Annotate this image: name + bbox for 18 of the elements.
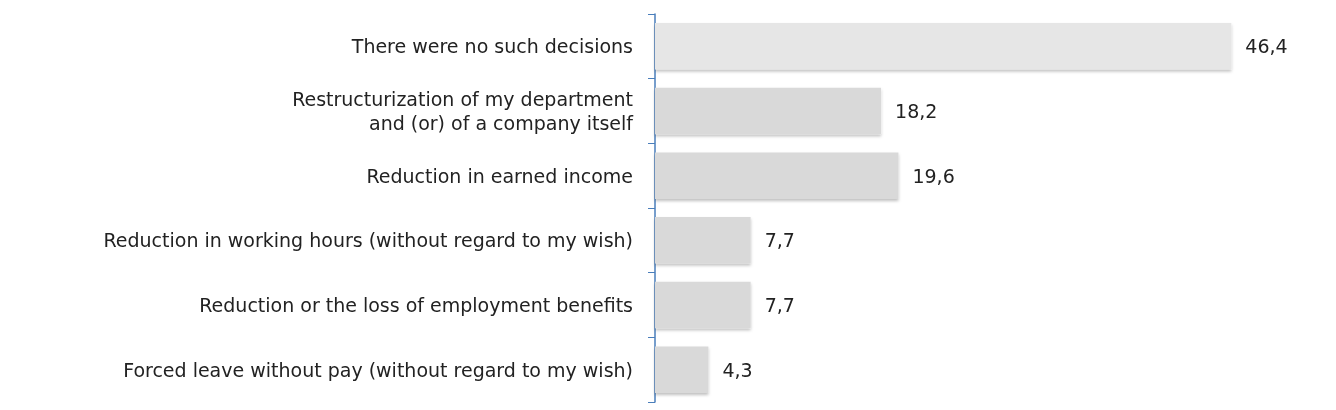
data-label: 7,7 bbox=[764, 294, 795, 316]
y-tick-label: Reduction in working hours (without regard to my wish) bbox=[103, 229, 633, 252]
y-tick-label: Reduction in earned income bbox=[366, 164, 633, 187]
bar bbox=[655, 217, 751, 264]
y-tick-label: Forced leave without pay (without regard to my wish) bbox=[123, 358, 633, 381]
bar bbox=[655, 281, 751, 329]
y-tick-label: There were no such decisions bbox=[350, 35, 633, 58]
y-tick-label: Reduction or the loss of employment benefits bbox=[199, 294, 633, 316]
data-label: 19,6 bbox=[912, 164, 955, 187]
bar bbox=[655, 87, 882, 135]
bar bbox=[655, 346, 709, 393]
y-tick-label: Restructurization of my department and (or) of a company itself bbox=[292, 88, 635, 134]
data-label: 4,3 bbox=[722, 358, 753, 381]
bar bbox=[655, 23, 1232, 70]
bar bbox=[655, 152, 899, 199]
data-label: 7,7 bbox=[764, 229, 795, 252]
data-label: 46,4 bbox=[1245, 35, 1288, 58]
data-label: 18,2 bbox=[895, 100, 938, 122]
